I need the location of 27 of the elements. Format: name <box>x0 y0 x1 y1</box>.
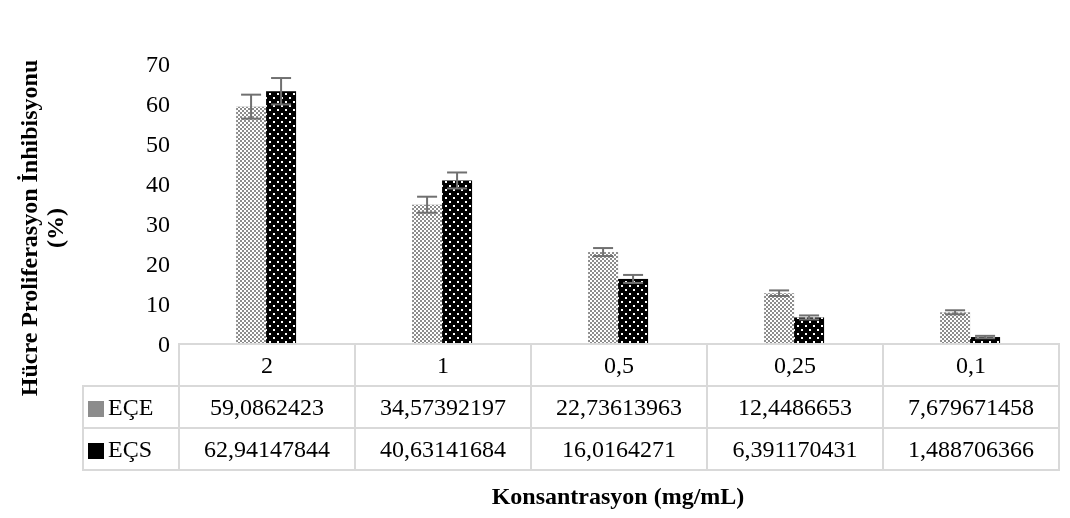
x-tick-label: 0,5 <box>531 344 707 386</box>
data-label: 1,488706366 <box>883 428 1059 470</box>
y-tick-label: 70 <box>146 50 170 77</box>
data-label: 59,0862423 <box>179 386 355 428</box>
data-label: 6,391170431 <box>707 428 883 470</box>
legend-label: EÇE <box>83 386 179 428</box>
y-tick-label: 10 <box>146 290 170 317</box>
x-tick-label: 2 <box>179 344 355 386</box>
y-tick-label: 50 <box>146 130 170 157</box>
y-tick-label: 40 <box>146 170 170 197</box>
data-label: 7,679671458 <box>883 386 1059 428</box>
x-axis-title: Konsantrasyon (mg/mL) <box>490 483 746 510</box>
y-tick-label: 30 <box>146 210 170 237</box>
data-label: 34,57392197 <box>355 386 531 428</box>
data-label: 16,0164271 <box>531 428 707 470</box>
data-label: 22,73613963 <box>531 386 707 428</box>
data-label: 40,63141684 <box>355 428 531 470</box>
x-tick-label: 0,25 <box>707 344 883 386</box>
y-axis-title: Hücre Proliferasyon İnhibisyonu (%) <box>16 58 68 399</box>
x-tick-label: 0,1 <box>883 344 1059 386</box>
y-tick-label: 60 <box>146 90 170 117</box>
legend-label: EÇS <box>83 428 179 470</box>
y-tick-label: 20 <box>146 250 170 277</box>
data-label: 12,4486653 <box>707 386 883 428</box>
x-tick-label: 1 <box>355 344 531 386</box>
y-tick-label: 0 <box>158 330 170 357</box>
data-label: 62,94147844 <box>179 428 355 470</box>
